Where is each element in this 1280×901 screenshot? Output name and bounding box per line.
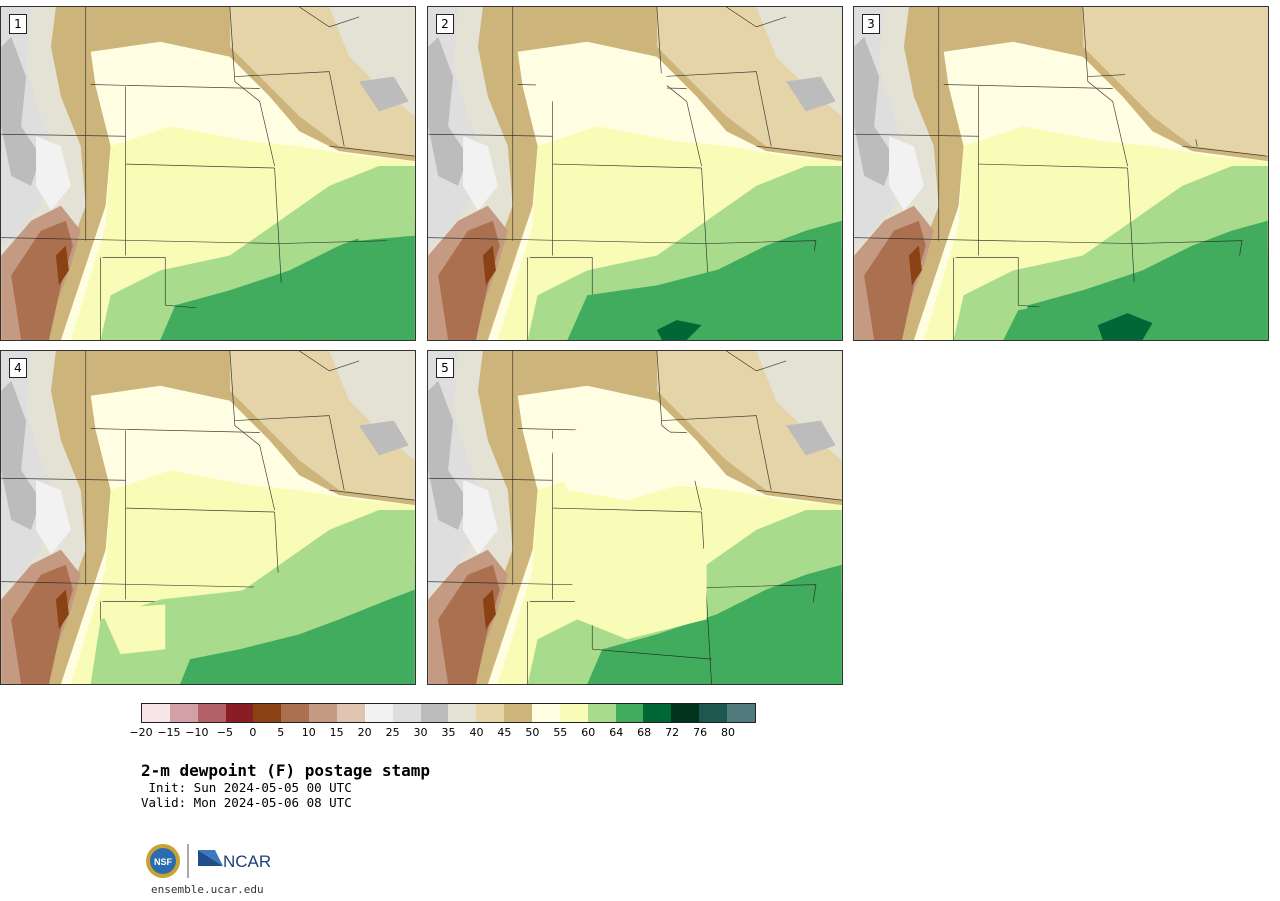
colorbar-tick-label: 5 xyxy=(277,726,285,739)
colorbar-swatch-18 xyxy=(643,704,672,722)
colorbar-swatch-15 xyxy=(559,704,588,722)
overlay-4 xyxy=(90,539,415,684)
colorbar-tick-label: 64 xyxy=(609,726,624,739)
field-region xyxy=(567,245,842,340)
field-region xyxy=(656,320,702,340)
stamp-panel-5: 5 xyxy=(427,350,843,685)
colorbar-tick-label: 72 xyxy=(665,726,680,739)
colorbar-swatch-6 xyxy=(309,704,338,722)
init-time: Init: Sun 2024-05-05 00 UTC xyxy=(141,780,352,795)
overlay-3 xyxy=(1003,7,1268,340)
colorbar-swatch-9 xyxy=(392,704,421,722)
colorbar-tick-label: 0 xyxy=(249,726,257,739)
stamp-number-2: 2 xyxy=(436,14,454,34)
field-region xyxy=(1097,313,1153,340)
overlay-5 xyxy=(547,410,842,684)
overlay-2 xyxy=(527,51,842,340)
valid-time: Valid: Mon 2024-05-06 08 UTC xyxy=(141,795,352,810)
stamp-number-1: 1 xyxy=(9,14,27,34)
colorbar-swatch-14 xyxy=(532,704,560,722)
colorbar-tick-label: −10 xyxy=(185,726,209,739)
field-region xyxy=(547,410,697,501)
field-region xyxy=(527,51,667,127)
colorbar-swatch-2 xyxy=(197,704,226,722)
colorbar-tick-label: 80 xyxy=(721,726,736,739)
colorbar-tick-label: −5 xyxy=(216,726,233,739)
colorbar-swatch-11 xyxy=(448,704,477,722)
colorbar-swatch-13 xyxy=(504,704,533,722)
colorbar-swatch-16 xyxy=(587,704,616,722)
colorbar-tick-label: 35 xyxy=(441,726,456,739)
map-5 xyxy=(428,351,842,684)
colorbar-swatch-7 xyxy=(337,704,365,722)
colorbar-tick-label: 40 xyxy=(469,726,484,739)
map-3 xyxy=(854,7,1268,340)
map-4 xyxy=(1,351,415,684)
website-link[interactable]: ensemble.ucar.edu xyxy=(151,883,264,896)
colorbar-tick-label: −15 xyxy=(157,726,181,739)
overlay-1 xyxy=(170,166,415,340)
nsf-logo-icon: NSF xyxy=(146,844,180,878)
colorbar-tick-label: 30 xyxy=(413,726,428,739)
svg-text:NCAR: NCAR xyxy=(223,852,271,871)
ncar-logo-icon: NCAR xyxy=(198,850,271,871)
colorbar-swatch-17 xyxy=(615,704,644,722)
field-region xyxy=(726,589,842,684)
colorbar-swatch-1 xyxy=(169,704,198,722)
svg-text:NSF: NSF xyxy=(154,857,173,867)
stamp-number-4: 4 xyxy=(9,358,27,378)
field-region xyxy=(329,166,415,241)
logos: NSF NCAR xyxy=(146,844,271,878)
colorbar-tick-label: 68 xyxy=(637,726,652,739)
colorbar-swatch-8 xyxy=(364,704,393,722)
colorbar-tick-label: 50 xyxy=(525,726,540,739)
colorbar-swatch-0 xyxy=(142,704,170,722)
colorbar-tick-label: 10 xyxy=(301,726,316,739)
colorbar-tick-label: 15 xyxy=(329,726,344,739)
colorbar-swatch-20 xyxy=(699,704,728,722)
field-region xyxy=(170,235,415,340)
stamp-number-3: 3 xyxy=(862,14,880,34)
colorbar-tick-label: 60 xyxy=(581,726,596,739)
map-2 xyxy=(428,7,842,340)
colorbar-tick-label: 45 xyxy=(497,726,512,739)
stamp-number-5: 5 xyxy=(436,358,454,378)
field-region xyxy=(1003,250,1268,340)
page-title: 2-m dewpoint (F) postage stamp xyxy=(141,761,430,780)
field-region xyxy=(100,604,166,655)
colorbar-tick-label: 20 xyxy=(357,726,372,739)
stamp-panel-4: 4 xyxy=(0,350,416,685)
field-region xyxy=(1082,7,1268,157)
colorbar-tick-label: 55 xyxy=(553,726,568,739)
field-region xyxy=(180,589,415,684)
colorbar-swatch-12 xyxy=(476,704,505,722)
stamp-panel-3: 3 xyxy=(853,6,1269,341)
colorbar-swatch-10 xyxy=(420,704,449,722)
colorbar-tick-label: 76 xyxy=(693,726,708,739)
colorbar-ticks: −20 −15 −10 −5 0 5 10 15 20 25 30 35 40 45 50 55 60 64 68 7… xyxy=(129,726,756,740)
colorbar-swatch-5 xyxy=(281,704,310,722)
field-region xyxy=(567,529,707,640)
colorbar-swatch-19 xyxy=(671,704,700,722)
colorbar-swatch-21 xyxy=(727,704,755,722)
colorbar-tick-label: −20 xyxy=(129,726,153,739)
colorbar-tick-label: 25 xyxy=(385,726,400,739)
colorbar-swatch-4 xyxy=(253,704,282,722)
map-1 xyxy=(1,7,415,340)
stamp-panel-2: 2 xyxy=(427,6,843,341)
colorbar-swatch-3 xyxy=(225,704,254,722)
stamp-panel-1: 1 xyxy=(0,6,416,341)
colorbar xyxy=(141,703,756,723)
